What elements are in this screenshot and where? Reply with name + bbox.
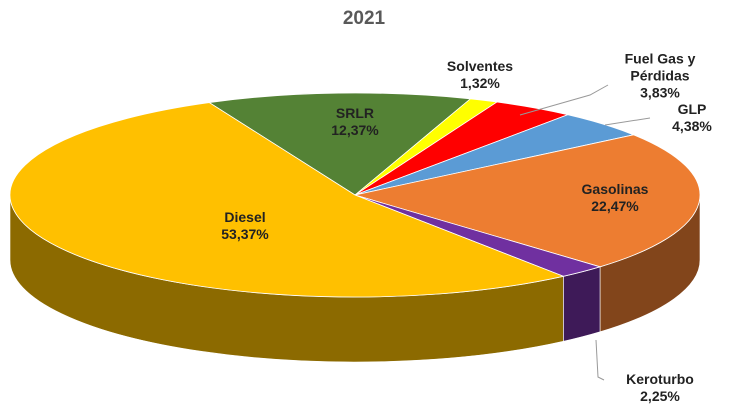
- pie-slice: [208, 92, 472, 196]
- pie-slice: [9, 102, 565, 298]
- pie-side: [563, 266, 601, 342]
- category-label: SRLR: [335, 105, 375, 121]
- value-label: 2,25%: [640, 388, 680, 404]
- value-label: 4,38%: [672, 118, 712, 134]
- chart-title: 2021: [342, 8, 386, 29]
- leader-line: [519, 84, 609, 116]
- pie-slice: [354, 134, 701, 268]
- category-label: Solventes: [446, 58, 514, 74]
- category-label: Diesel: [224, 209, 266, 225]
- category-label: Fuel Gas y Pérdidas: [624, 50, 696, 84]
- value-label: 12,37%: [331, 122, 379, 138]
- value-label: 53,37%: [221, 226, 269, 242]
- data-label: GLP 4,38%: [672, 101, 712, 135]
- value-label: 3,83%: [640, 84, 680, 101]
- value-label: 22,47%: [591, 198, 639, 214]
- data-label: Solventes 1,32%: [447, 58, 513, 92]
- data-label: Diesel 53,37%: [221, 209, 268, 243]
- data-label: SRLR 12,37%: [331, 105, 378, 139]
- data-label: Keroturbo 2,25%: [626, 371, 694, 405]
- data-label: Fuel Gas y Pérdidas 3,83%: [605, 51, 715, 102]
- leader-line: [604, 117, 651, 126]
- category-label: Keroturbo: [626, 371, 694, 387]
- data-label: Gasolinas 22,47%: [582, 181, 649, 215]
- category-label: GLP: [677, 101, 707, 117]
- category-label: Gasolinas: [581, 181, 649, 197]
- value-label: 1,32%: [460, 75, 500, 91]
- leader-line: [595, 339, 605, 381]
